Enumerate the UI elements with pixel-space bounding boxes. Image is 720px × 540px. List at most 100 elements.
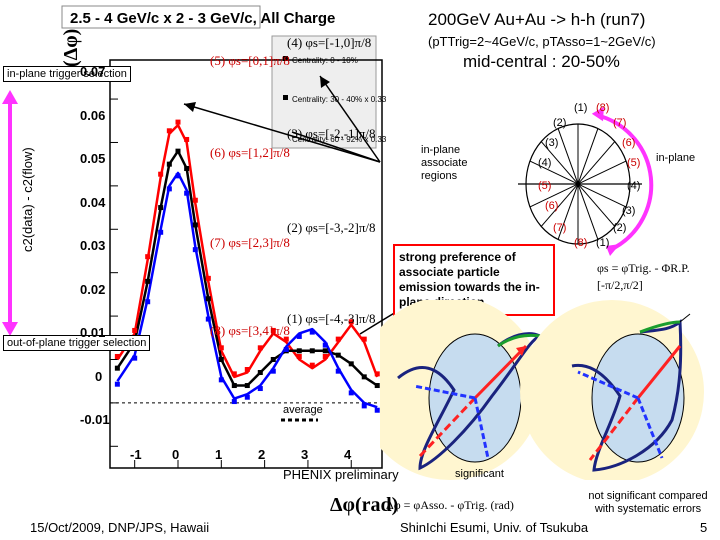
series-point-2-7 [192, 247, 198, 253]
legend-marker-1 [283, 56, 288, 61]
plot-title: 2.5 - 4 GeV/c x 2 - 3 GeV/c, All Charge [70, 10, 335, 27]
series-point-0-1 [132, 327, 138, 333]
plot-title-box [61, 5, 261, 29]
ytick-neg0.01: -0.01 [80, 412, 110, 427]
series-point-2-5 [175, 173, 181, 179]
series-point-1-6 [184, 166, 190, 172]
series-point-0-14 [283, 336, 289, 342]
trigger-label-8: (8) φs=[3,4]π/8 [210, 323, 290, 338]
trigger-label-2: (2) φs=[-3,-2]π/8 [287, 220, 376, 235]
dial-3-top: (3) [545, 137, 559, 149]
series-point-1-15 [296, 348, 302, 354]
xtick-2: 2 [258, 447, 266, 462]
legend-marker-2 [283, 95, 288, 100]
ytick-0.02: 0.02 [80, 282, 106, 297]
dial-4-right: (4) [627, 180, 641, 192]
dial-7-top: (7) [613, 117, 627, 129]
series-point-0-18 [335, 336, 341, 342]
series-point-1-0 [114, 365, 120, 371]
dial-2-top: (2) [553, 117, 567, 129]
series-line-0 [116, 123, 379, 379]
series-point-2-6 [184, 190, 190, 196]
phis-dial-diagram [518, 106, 654, 256]
ytick-0.03: 0.03 [80, 238, 106, 253]
ytick-0.04: 0.04 [80, 195, 106, 210]
in-plane-associate-label: in-plane associate regions [421, 144, 468, 182]
ytick-0.06: 0.06 [80, 108, 106, 123]
ytick-0: 0 [95, 369, 103, 384]
trigger-label-5: (5) φs=[0,1]π/8 [210, 53, 290, 68]
dial-6-bottom: (6) [545, 200, 559, 212]
series-point-2-11 [244, 394, 250, 400]
series-point-1-3 [158, 205, 164, 211]
xtick-4: 4 [344, 447, 352, 462]
series-point-1-19 [348, 361, 354, 367]
dial-5-right: (5) [627, 157, 641, 169]
legend-centrality-2: Centrality: 30 - 40% x 0.33 [292, 95, 387, 104]
series-point-1-9 [218, 356, 224, 362]
series-point-0-10 [231, 371, 237, 377]
series-point-1-11 [244, 383, 250, 389]
dphi-definition: Δφ = φAsso. - φTrig. (rad) [386, 498, 514, 512]
series-point-1-10 [231, 383, 237, 389]
series-point-1-12 [257, 370, 263, 376]
double-arrow [2, 90, 18, 336]
series-point-2-9 [218, 377, 224, 383]
in-plane-label: in-plane [656, 152, 696, 164]
dial-1-bottom: (1) [596, 237, 610, 249]
in-plane-trigger-label: in-plane trigger selection [3, 66, 131, 82]
dial-2-bottom: (2) [613, 222, 627, 234]
phenix-preliminary: PHENIX preliminary [283, 467, 399, 482]
series-point-0-5 [175, 119, 181, 125]
curves [116, 123, 379, 409]
ytick-0.01: 0.01 [80, 325, 106, 340]
slide-title: 200GeV Au+Au -> h-h (run7) [428, 10, 646, 29]
series-point-1-13 [270, 356, 276, 362]
strong-preference-note: strong preference of associate particle … [393, 244, 555, 316]
series-point-0-19 [348, 319, 354, 325]
series-point-1-5 [175, 148, 181, 154]
series-point-0-4 [166, 128, 172, 134]
not-significant-label: not significant compared with systematic… [588, 490, 708, 515]
series-point-2-14 [283, 346, 289, 352]
x-axis-title: Δφ(rad) [330, 494, 399, 516]
series-point-2-17 [322, 342, 328, 348]
xtick-3: 3 [301, 447, 309, 462]
dial-8-bottom: (8) [574, 237, 588, 249]
series-point-0-20 [361, 336, 367, 342]
series-point-0-3 [158, 171, 164, 177]
axis-ticks [110, 98, 352, 468]
series-point-0-21 [374, 371, 380, 377]
slide-subtitle: (pTTrig=2~4GeV/c, pTAsso=1~2GeV/c) [428, 34, 656, 49]
series-point-1-2 [145, 278, 151, 284]
series-point-2-18 [335, 368, 341, 374]
series-point-0-12 [257, 345, 263, 351]
average-label: average [283, 404, 323, 416]
series-point-2-16 [309, 329, 315, 335]
series-point-1-18 [335, 352, 341, 358]
series-point-2-13 [270, 368, 276, 374]
series-point-2-3 [158, 229, 164, 235]
dial-6-top: (6) [622, 137, 636, 149]
series-point-1-16 [309, 348, 315, 354]
emission-pattern-diagrams [380, 300, 704, 480]
dial-5-left: (5) [538, 180, 552, 192]
dial-3-bottom: (3) [622, 205, 636, 217]
centrality-legend [271, 35, 377, 149]
series-point-2-1 [132, 355, 138, 361]
ytick-0.07: 0.07 [80, 64, 106, 79]
xtick-0: 0 [172, 447, 180, 462]
series-point-0-16 [309, 362, 315, 368]
trigger-label-6: (6) φs=[1,2]π/8 [210, 145, 290, 160]
dial-4-left: (4) [538, 157, 552, 169]
dial-8-top: (8) [596, 102, 610, 114]
ytick-0.05: 0.05 [80, 151, 106, 166]
series-point-0-2 [145, 254, 151, 260]
series-point-1-17 [322, 348, 328, 354]
series-point-0-0 [114, 353, 120, 359]
series-point-0-17 [322, 353, 328, 359]
dial-7-bottom: (7) [553, 222, 567, 234]
centrality-label: mid-central : 20-50% [463, 52, 620, 71]
phis-definition: φs = φTrig. - ΦR.P. [597, 261, 690, 275]
